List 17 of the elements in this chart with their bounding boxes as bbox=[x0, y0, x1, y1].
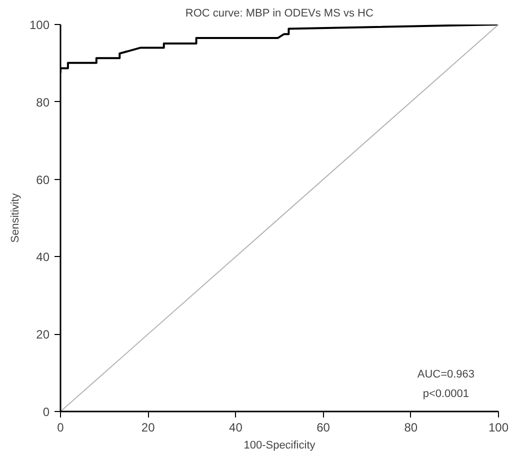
annotation: p<0.0001 bbox=[422, 388, 470, 400]
x-tick-label: 100 bbox=[488, 420, 509, 434]
x-tick-label: 40 bbox=[229, 420, 243, 434]
chart-title: ROC curve: MBP in ODEVs MS vs HC bbox=[185, 8, 374, 20]
y-tick-label: 0 bbox=[42, 405, 50, 419]
y-tick-label: 100 bbox=[29, 18, 50, 32]
x-tick-label: 60 bbox=[316, 420, 330, 434]
annotation: AUC=0.963 bbox=[417, 368, 475, 381]
y-tick-label: 40 bbox=[36, 250, 50, 264]
y-tick-label: 20 bbox=[36, 328, 50, 342]
y-tick-label: 80 bbox=[36, 95, 50, 110]
x-tick-label: 80 bbox=[404, 420, 418, 434]
y-tick-label: 60 bbox=[36, 172, 50, 187]
x-tick-label: 0 bbox=[57, 420, 64, 434]
y-axis-title: Sensitivity bbox=[9, 192, 22, 243]
x-tick-label: 20 bbox=[141, 420, 156, 434]
x-axis-title: 100-Specificity bbox=[244, 440, 316, 452]
